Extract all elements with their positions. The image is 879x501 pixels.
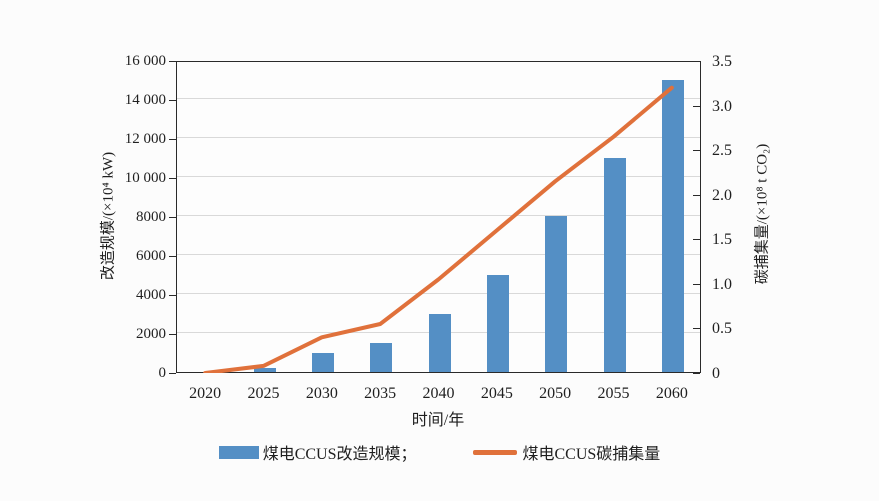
- right-tick-label: 0.5: [712, 320, 732, 338]
- right-axis-title: 碳捕集量/(×10⁸ t CO₂): [754, 143, 771, 285]
- right-tick-label: 2.5: [712, 142, 732, 160]
- left-tick-label: 16 000: [124, 53, 166, 69]
- x-tick-label-2050: 2050: [539, 385, 572, 402]
- left-axis-tick: [169, 217, 176, 218]
- right-axis-tick: [693, 194, 700, 196]
- right-tick-label: 0: [712, 365, 720, 382]
- right-axis-tick: [693, 283, 700, 285]
- bar-2025: [253, 368, 276, 372]
- right-axis-tick: [693, 105, 700, 107]
- x-tick-label-2055: 2055: [597, 385, 630, 402]
- x-tick-label-2040: 2040: [422, 385, 455, 402]
- x-tick-label-2020: 2020: [189, 385, 222, 402]
- right-axis-tick: [693, 61, 700, 62]
- bar-2050: [545, 216, 568, 372]
- left-tick-label: 8000: [136, 209, 166, 225]
- bar-2040: [428, 313, 451, 372]
- right-axis-tick: [693, 328, 700, 330]
- bar-2055: [603, 157, 626, 372]
- right-tick-label: 3.5: [712, 53, 732, 70]
- left-axis-tick: [169, 334, 176, 335]
- left-tick-label: 14 000: [124, 92, 166, 108]
- left-axis-tick: [169, 100, 176, 101]
- x-tick-label-2030: 2030: [305, 385, 338, 402]
- left-tick-label: 0: [158, 365, 167, 381]
- left-axis-tick: [169, 256, 176, 257]
- left-tick-label: 6000: [136, 248, 166, 264]
- x-tick-label-2035: 2035: [364, 385, 397, 402]
- x-tick-label-2045: 2045: [480, 385, 513, 402]
- bar-swatch-icon: [218, 445, 259, 459]
- right-axis-tick: [693, 373, 700, 374]
- bar-2035: [370, 342, 393, 372]
- legend: 煤电CCUS改造规模； 煤电CCUS碳捕集量: [0, 440, 879, 464]
- legend-item-scale: 煤电CCUS改造规模；: [218, 440, 417, 464]
- line-swatch-icon: [472, 449, 517, 455]
- left-axis-tick: [169, 139, 176, 140]
- left-axis-tick: [169, 373, 176, 374]
- bar-2060: [661, 79, 684, 372]
- left-axis-tick: [169, 178, 176, 179]
- x-tick-label-2025: 2025: [247, 385, 280, 402]
- gridline: [177, 98, 700, 99]
- left-tick-label: 12 000: [124, 131, 166, 147]
- right-tick-label: 2.0: [712, 186, 732, 204]
- left-tick-label: 10 000: [124, 170, 166, 186]
- right-tick-label: 1.5: [712, 231, 732, 249]
- legend-label-capture: 煤电CCUS碳捕集量: [522, 446, 661, 463]
- left-axis-tick: [169, 61, 176, 62]
- right-axis-tick: [693, 239, 700, 241]
- left-axis-tick: [169, 295, 176, 296]
- left-tick-label: 2000: [136, 326, 166, 342]
- gridline: [177, 137, 700, 138]
- bar-2045: [486, 274, 509, 372]
- x-axis-title: 时间/年: [411, 412, 465, 429]
- legend-item-capture: 煤电CCUS碳捕集量: [472, 440, 661, 464]
- plot-area: [176, 61, 701, 373]
- left-tick-label: 4000: [136, 287, 166, 303]
- right-tick-label: 3.0: [712, 97, 732, 115]
- right-tick-label: 1.0: [712, 275, 732, 293]
- x-tick-label-2060: 2060: [655, 385, 688, 402]
- right-axis-tick: [693, 150, 700, 152]
- legend-label-scale: 煤电CCUS改造规模；: [262, 446, 417, 463]
- bar-2030: [311, 352, 334, 372]
